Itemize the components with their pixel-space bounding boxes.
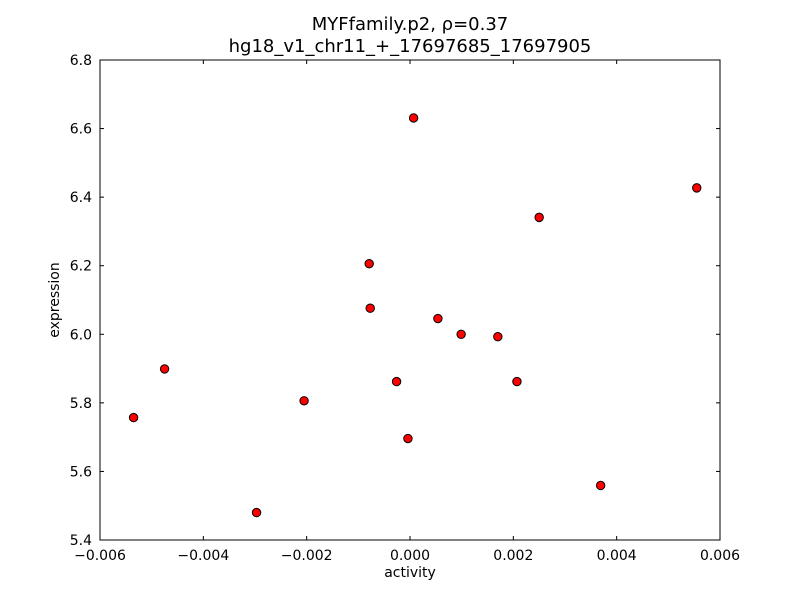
chart-title-line1: MYFfamily.p2, ρ=0.37 [312, 14, 509, 35]
x-tick-label: 0.006 [700, 548, 740, 564]
y-tick-label: 6.0 [70, 327, 92, 343]
x-tick-label: 0.000 [390, 548, 430, 564]
data-point [365, 303, 375, 313]
data-points [128, 113, 702, 518]
y-tick-label: 6.4 [70, 190, 92, 206]
data-point [128, 412, 139, 423]
data-point [692, 183, 702, 193]
data-point [433, 313, 443, 324]
data-point [512, 376, 522, 387]
data-point [493, 331, 503, 342]
axis-ticks: −0.006 −0.004 −0.002 0.000 0.002 0.004 0.006 5.… [70, 53, 740, 564]
y-tick-label: 5.8 [70, 396, 92, 412]
chart-title-line2: hg18_v1_chr11_+_17697685_17697905 [229, 36, 592, 57]
plot-area [100, 60, 720, 540]
plot-frame [99, 59, 721, 541]
y-tick-label: 5.4 [70, 533, 92, 549]
y-tick-label: 6.6 [70, 122, 92, 138]
y-axis-label: expression [47, 262, 63, 338]
data-point [299, 396, 309, 406]
data-point [534, 212, 544, 223]
x-tick-label: −0.006 [74, 548, 126, 564]
data-point [403, 433, 413, 444]
x-tick-label: −0.004 [177, 548, 229, 564]
data-point [251, 507, 262, 518]
data-point [408, 113, 419, 123]
data-point [364, 258, 374, 269]
data-point [391, 376, 402, 387]
x-tick-label: 0.004 [597, 548, 637, 564]
x-axis-label: activity [384, 565, 436, 581]
x-tick-label: −0.002 [281, 548, 333, 564]
data-point [159, 364, 170, 374]
y-tick-label: 6.8 [70, 53, 92, 69]
data-point [595, 480, 606, 491]
y-tick-label: 5.6 [70, 464, 92, 480]
x-tick-label: 0.002 [493, 548, 533, 564]
data-point [456, 329, 466, 339]
y-tick-label: 6.2 [70, 259, 92, 275]
